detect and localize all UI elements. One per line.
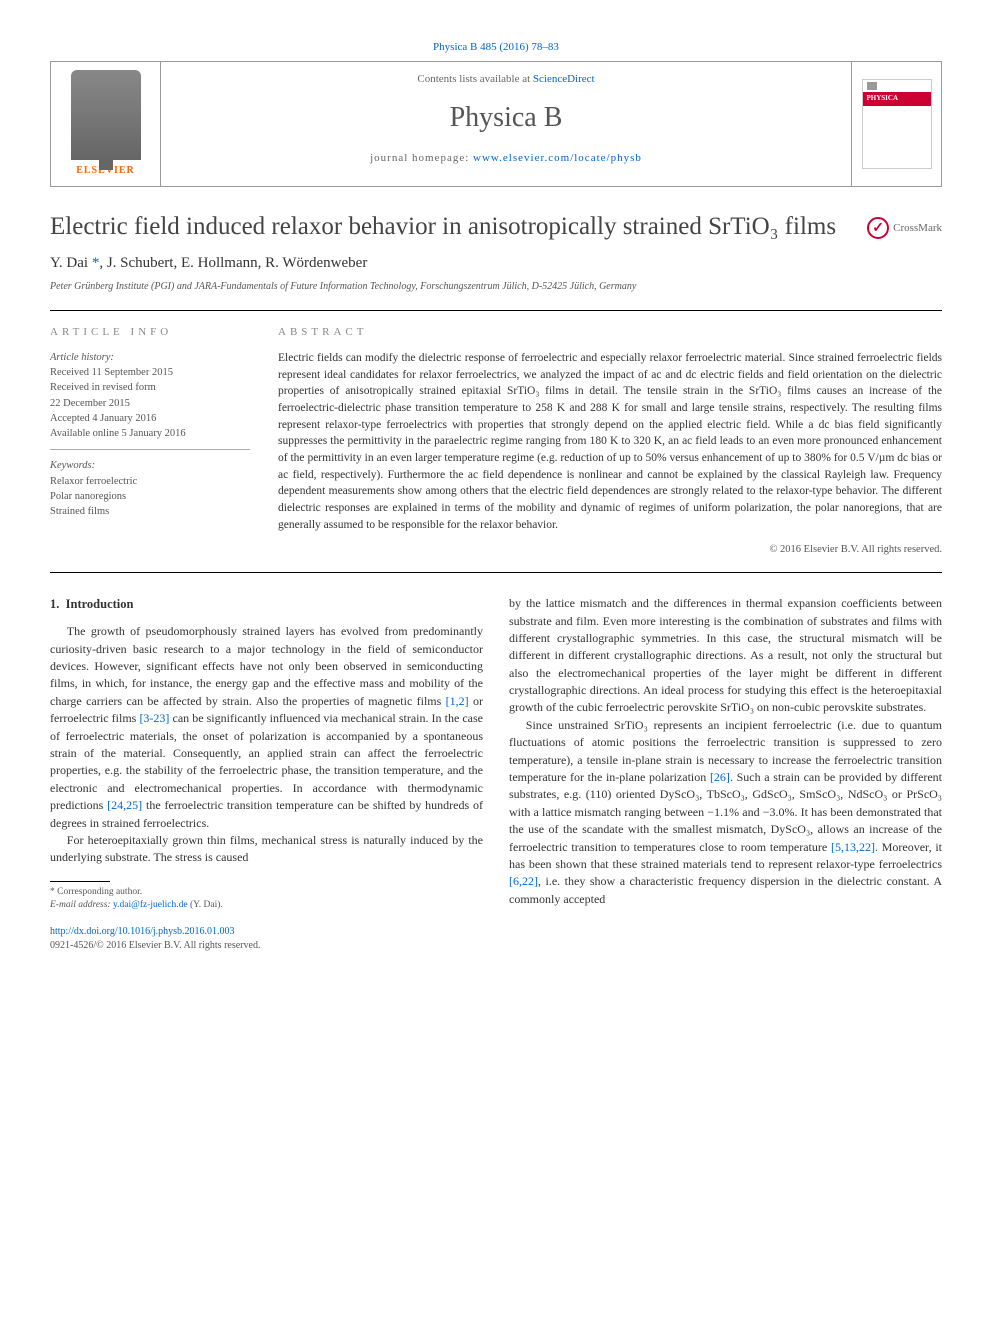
history-line: Accepted 4 January 2016 xyxy=(50,411,250,426)
crossmark-label: CrossMark xyxy=(893,221,942,236)
email-suffix: (Y. Dai). xyxy=(188,900,223,910)
corresponding-label: * Corresponding author. xyxy=(50,886,483,900)
cover-band: PHYSICA xyxy=(863,92,931,106)
journal-cover-thumbnail[interactable]: PHYSICA xyxy=(862,79,932,169)
history-line: Available online 5 January 2016 xyxy=(50,426,250,441)
reference-link[interactable]: [3-23] xyxy=(139,711,169,725)
article-info-column: ARTICLE INFO Article history: Received 1… xyxy=(50,325,250,558)
corresponding-author-note: * Corresponding author. E-mail address: … xyxy=(50,886,483,914)
keyword: Relaxor ferroelectric xyxy=(50,474,250,489)
keyword: Strained films xyxy=(50,504,250,519)
doi-line: http://dx.doi.org/10.1016/j.physb.2016.0… xyxy=(50,925,942,939)
section-title: Introduction xyxy=(66,597,134,611)
elsevier-logo[interactable]: ELSEVIER xyxy=(71,70,141,178)
crossmark-icon: ✓ xyxy=(867,217,889,239)
abstract-column: ABSTRACT Electric fields can modify the … xyxy=(278,325,942,558)
publisher-logo-cell: ELSEVIER xyxy=(51,62,161,186)
history-label: Article history: xyxy=(50,350,250,365)
body-paragraph: The growth of pseudomorphously strained … xyxy=(50,623,483,832)
email-label: E-mail address: xyxy=(50,900,113,910)
contents-list-line: Contents lists available at ScienceDirec… xyxy=(181,72,831,87)
corresponding-marker[interactable]: * xyxy=(92,255,100,271)
keyword: Polar nanoregions xyxy=(50,489,250,504)
body-paragraph: For heteroepitaxially grown thin films, … xyxy=(50,832,483,867)
authors-line: Y. Dai *, J. Schubert, E. Hollmann, R. W… xyxy=(50,253,942,274)
footnote-separator xyxy=(50,881,110,882)
corresponding-email-line: E-mail address: y.dai@fz-juelich.de (Y. … xyxy=(50,899,483,913)
journal-title: Physica B xyxy=(181,98,831,137)
body-text: , i.e. they show a characteristic freque… xyxy=(509,874,942,905)
section-number: 1. xyxy=(50,597,59,611)
body-paragraph: by the lattice mismatch and the differen… xyxy=(509,595,942,717)
affiliation: Peter Grünberg Institute (PGI) and JARA-… xyxy=(50,280,942,294)
authors: Y. Dai *, J. Schubert, E. Hollmann, R. W… xyxy=(50,255,367,271)
title-row: Electric field induced relaxor behavior … xyxy=(50,211,942,242)
history-line: Received in revised form xyxy=(50,380,250,395)
meta-row: ARTICLE INFO Article history: Received 1… xyxy=(50,310,942,573)
journal-homepage-line: journal homepage: www.elsevier.com/locat… xyxy=(181,151,831,166)
homepage-prefix: journal homepage: xyxy=(370,152,473,164)
body-paragraph: Since unstrained SrTiO₃ represents an in… xyxy=(509,717,942,908)
journal-header: ELSEVIER Contents lists available at Sci… xyxy=(50,61,942,187)
issn-copyright-line: 0921-4526/© 2016 Elsevier B.V. All right… xyxy=(50,939,942,953)
history-line: 22 December 2015 xyxy=(50,396,250,411)
article-history-block: Article history: Received 11 September 2… xyxy=(50,350,250,450)
reference-link[interactable]: [5,13,22] xyxy=(831,840,875,854)
reference-link[interactable]: [6,22] xyxy=(509,874,538,888)
doi-link[interactable]: http://dx.doi.org/10.1016/j.physb.2016.0… xyxy=(50,926,235,937)
keywords-block: Keywords: Relaxor ferroelectric Polar na… xyxy=(50,458,250,519)
keywords-label: Keywords: xyxy=(50,458,250,473)
body-text: can be significantly influenced via mech… xyxy=(50,711,483,812)
abstract-copyright: © 2016 Elsevier B.V. All rights reserved… xyxy=(278,543,942,558)
body-two-column: 1. Introduction The growth of pseudomorp… xyxy=(50,595,942,913)
article-info-heading: ARTICLE INFO xyxy=(50,325,250,340)
corresponding-email-link[interactable]: y.dai@fz-juelich.de xyxy=(113,900,188,910)
cover-corner-icon xyxy=(867,82,877,90)
elsevier-tree-icon xyxy=(71,70,141,160)
history-line: Received 11 September 2015 xyxy=(50,365,250,380)
body-text: The growth of pseudomorphously strained … xyxy=(50,624,483,708)
reference-link[interactable]: [26] xyxy=(710,770,730,784)
abstract-heading: ABSTRACT xyxy=(278,325,942,340)
reference-link[interactable]: [24,25] xyxy=(107,798,142,812)
abstract-text: Electric fields can modify the dielectri… xyxy=(278,350,942,533)
sciencedirect-link[interactable]: ScienceDirect xyxy=(533,73,595,85)
crossmark-badge[interactable]: ✓ CrossMark xyxy=(867,211,942,239)
article-title: Electric field induced relaxor behavior … xyxy=(50,211,849,242)
journal-cover-cell: PHYSICA xyxy=(851,62,941,186)
journal-header-center: Contents lists available at ScienceDirec… xyxy=(161,62,851,186)
reference-link[interactable]: [1,2] xyxy=(446,694,469,708)
journal-homepage-link[interactable]: www.elsevier.com/locate/physb xyxy=(473,152,642,164)
contents-prefix: Contents lists available at xyxy=(417,73,532,85)
section-heading: 1. Introduction xyxy=(50,595,483,613)
header-citation: Physica B 485 (2016) 78–83 xyxy=(50,40,942,55)
